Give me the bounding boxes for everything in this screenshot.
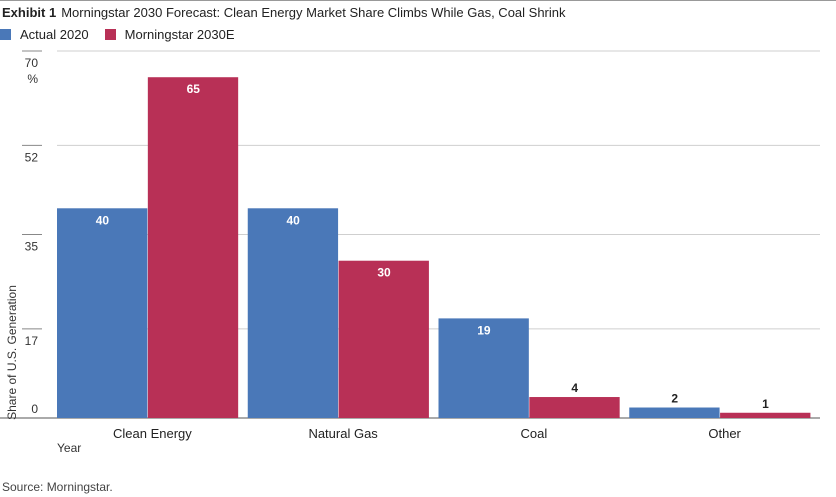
bar (529, 397, 620, 418)
category-label: Natural Gas (308, 426, 378, 441)
top-rule (0, 0, 836, 1)
source-note: Source: Morningstar. (2, 480, 113, 494)
category-label: Other (708, 426, 741, 441)
bar (438, 318, 529, 418)
exhibit-label: Exhibit 1 (2, 5, 57, 20)
bar (57, 208, 148, 418)
bar (147, 77, 239, 418)
legend-swatch (104, 29, 116, 40)
legend-item-2030e: Morningstar 2030E (104, 27, 235, 42)
chart-legend: Actual 2020 Morningstar 2030E (0, 27, 251, 42)
legend-item-actual-2020: Actual 2020 (0, 27, 89, 42)
bar-value-label: 1 (762, 397, 769, 411)
y-axis-label: Share of U.S. Generation (5, 285, 19, 420)
bar (629, 407, 720, 418)
legend-swatch (0, 29, 11, 40)
chart-header: Exhibit 1 Morningstar 2030 Forecast: Clea… (2, 5, 566, 20)
category-label: Coal (521, 426, 548, 441)
x-axis-label: Year (57, 441, 81, 455)
bar (720, 412, 811, 418)
y-tick-label: 70 (25, 56, 39, 70)
bar-value-label: 40 (96, 213, 110, 227)
y-tick-label: 0 (31, 402, 38, 416)
legend-label: Actual 2020 (20, 27, 89, 42)
y-unit-label: % (27, 72, 38, 86)
legend-label: Morningstar 2030E (124, 27, 235, 42)
y-tick-label: 35 (25, 240, 39, 254)
bar-value-label: 2 (671, 392, 678, 406)
bar-value-label: 30 (377, 266, 391, 280)
chart-title: Morningstar 2030 Forecast: Clean Energy … (61, 5, 566, 20)
bar (338, 260, 429, 418)
bar-value-label: 19 (477, 323, 491, 337)
y-tick-label: 52 (25, 150, 39, 164)
bar (247, 208, 339, 418)
bar-value-label: 40 (286, 213, 300, 227)
y-tick-label: 17 (25, 334, 39, 348)
bar-value-label: 4 (571, 381, 578, 395)
category-label: Clean Energy (113, 426, 192, 441)
bar-value-label: 65 (187, 82, 201, 96)
